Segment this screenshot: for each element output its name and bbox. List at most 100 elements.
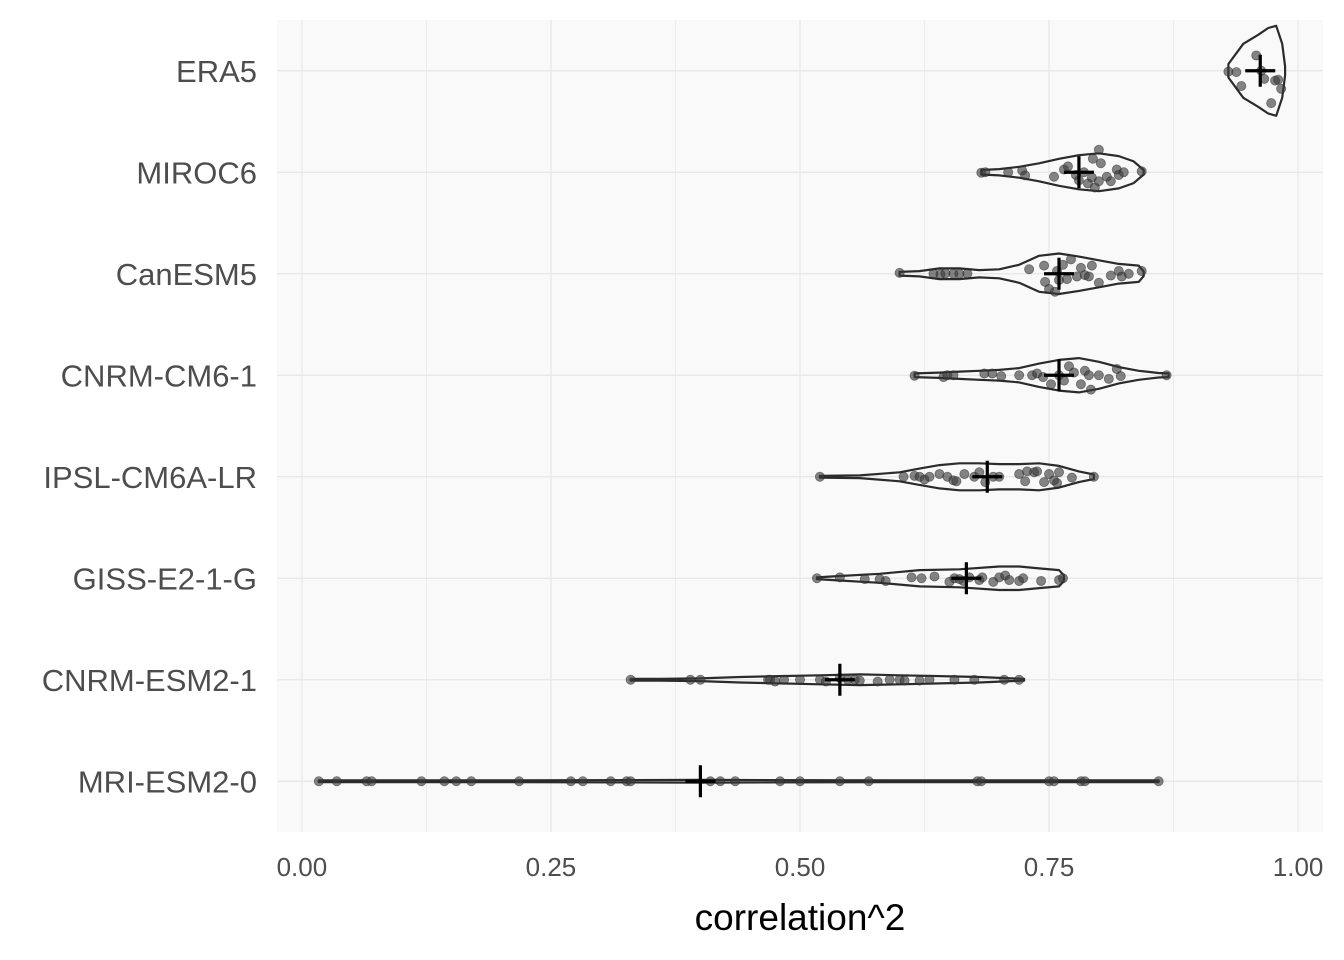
violin-outline <box>898 252 1145 296</box>
data-point <box>859 574 870 585</box>
data-point <box>1020 170 1031 181</box>
data-point <box>1032 466 1043 477</box>
data-point <box>969 674 980 685</box>
y-tick-label: CNRM-CM6-1 <box>61 358 257 393</box>
data-point <box>1036 575 1047 586</box>
data-point <box>1085 384 1096 395</box>
data-point <box>987 368 998 379</box>
data-point <box>909 370 920 381</box>
data-point <box>1058 375 1069 386</box>
violin-group <box>313 765 1164 798</box>
data-point <box>898 471 909 482</box>
data-point <box>1024 264 1035 275</box>
data-point <box>924 471 935 482</box>
data-point <box>715 776 726 787</box>
y-tick-label: MRI-ESM2-0 <box>78 764 257 799</box>
data-point <box>451 776 462 787</box>
data-point <box>695 674 706 685</box>
data-point <box>1062 161 1073 172</box>
data-point <box>775 776 786 787</box>
data-point <box>914 675 925 686</box>
data-point <box>949 674 960 685</box>
data-point <box>605 776 616 787</box>
data-point <box>1093 176 1104 187</box>
data-point <box>834 776 845 787</box>
data-point <box>439 776 450 787</box>
data-point <box>1018 573 1029 584</box>
data-point <box>1266 98 1277 109</box>
data-point <box>1103 373 1114 384</box>
data-point <box>1273 74 1284 85</box>
data-point <box>1014 674 1025 685</box>
data-point <box>1236 81 1247 92</box>
data-point <box>899 675 910 686</box>
data-point <box>1039 260 1050 271</box>
violin-outline <box>1227 24 1287 117</box>
data-point <box>795 776 806 787</box>
data-point <box>811 573 822 584</box>
data-point <box>625 776 636 787</box>
data-point <box>1083 271 1094 282</box>
data-point <box>770 676 781 687</box>
data-point <box>366 776 377 787</box>
data-point <box>1088 471 1099 482</box>
data-point <box>1083 370 1094 381</box>
y-axis-ticks: ERA5 MIROC6 CanESM5 CNRM-CM6-1 IPSL-CM6A-LR G… <box>42 54 257 800</box>
data-point <box>1039 477 1050 488</box>
violin-group <box>811 562 1068 595</box>
data-point <box>980 167 991 178</box>
y-tick-label: CNRM-ESM2-1 <box>42 663 257 698</box>
data-point <box>779 674 790 685</box>
data-point <box>685 674 696 685</box>
data-point <box>1115 371 1126 382</box>
data-point <box>814 471 825 482</box>
data-point <box>1105 176 1116 187</box>
data-point <box>1079 776 1090 787</box>
data-point <box>1049 776 1060 787</box>
data-point <box>331 776 342 787</box>
data-point <box>1093 370 1104 381</box>
data-point <box>1086 260 1097 271</box>
data-point <box>999 674 1010 685</box>
data-point <box>565 776 576 787</box>
x-tick-label: 0.50 <box>775 852 826 882</box>
data-point <box>1075 379 1086 390</box>
y-tick-label: CanESM5 <box>116 257 257 292</box>
data-point <box>884 674 895 685</box>
data-point <box>1087 153 1098 164</box>
data-point <box>1118 167 1129 178</box>
x-tick-label: 0.00 <box>277 852 328 882</box>
x-tick-label: 1.00 <box>1273 852 1324 882</box>
data-point <box>1057 573 1068 584</box>
violin-group <box>625 663 1026 696</box>
data-point <box>625 674 636 685</box>
data-point <box>1004 575 1015 586</box>
data-point <box>313 776 324 787</box>
data-point <box>1136 266 1147 277</box>
y-tick-label: MIROC6 <box>136 155 257 190</box>
data-point <box>1095 158 1106 169</box>
data-point <box>1054 467 1065 478</box>
data-point <box>730 776 741 787</box>
data-point <box>1046 379 1057 390</box>
data-point <box>416 776 427 787</box>
violin-group <box>976 144 1147 193</box>
data-point <box>906 572 917 583</box>
violin-group <box>1223 24 1287 117</box>
violins <box>313 24 1287 798</box>
data-point <box>976 776 987 787</box>
data-point <box>1066 472 1077 483</box>
data-point <box>996 371 1007 382</box>
violin-group <box>894 252 1147 297</box>
data-point <box>1052 478 1063 489</box>
violin-group <box>814 460 1099 493</box>
y-tick-label: ERA5 <box>176 54 257 89</box>
grid-lines <box>277 20 1323 832</box>
data-point <box>1049 171 1060 182</box>
data-point <box>1003 167 1014 178</box>
data-point <box>916 573 927 584</box>
data-point <box>1093 144 1104 155</box>
data-point <box>948 370 959 381</box>
data-point <box>1161 370 1172 381</box>
